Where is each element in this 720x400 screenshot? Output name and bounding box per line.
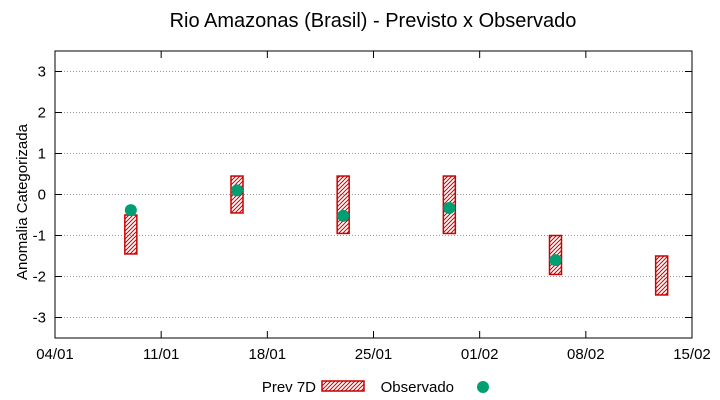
legend: Prev 7D Observado xyxy=(262,379,489,396)
grid-lines xyxy=(55,71,692,318)
prev-7d-range-bar xyxy=(124,214,138,255)
y-tick-labels: -3 -2 -1 0 1 2 3 xyxy=(33,64,46,327)
observado-series xyxy=(124,184,562,267)
y-tick-label: 1 xyxy=(38,146,46,163)
x-tick-label: 25/01 xyxy=(355,346,393,363)
prev-7d-range-bar xyxy=(654,255,669,296)
y-tick-label: -3 xyxy=(33,310,46,327)
x-tick-label: 08/02 xyxy=(567,346,605,363)
observado-point xyxy=(124,204,137,217)
x-tick-label: 01/02 xyxy=(461,346,499,363)
observado-point xyxy=(337,209,350,222)
x-tick-label: 04/01 xyxy=(36,346,74,363)
legend-label-observado: Observado xyxy=(381,379,454,396)
legend-label-prev-7d: Prev 7D xyxy=(262,379,316,396)
y-tick-label: -2 xyxy=(33,269,46,286)
observado-point xyxy=(231,184,243,197)
observado-point xyxy=(443,202,456,215)
y-axis-label: Anomalia Categorizada xyxy=(14,123,31,280)
y-tick-label: 2 xyxy=(38,105,46,122)
axis-ticks xyxy=(54,51,693,338)
x-tick-label: 15/02 xyxy=(673,346,711,363)
prev-7d-range-bar xyxy=(336,175,350,235)
x-tick-labels: 04/01 11/01 18/01 25/01 01/02 08/02 15/02 xyxy=(36,346,711,363)
y-tick-label: -1 xyxy=(33,228,46,245)
observado-point xyxy=(549,254,562,267)
y-tick-label: 0 xyxy=(38,187,46,204)
y-tick-label: 3 xyxy=(38,64,46,81)
chart-title: Rio Amazonas (Brasil) - Previsto x Obser… xyxy=(170,10,577,32)
x-tick-label: 18/01 xyxy=(249,346,287,363)
legend-swatch-prev-7d xyxy=(321,380,365,392)
x-tick-label: 11/01 xyxy=(143,346,179,363)
legend-swatch-observado xyxy=(477,381,489,393)
